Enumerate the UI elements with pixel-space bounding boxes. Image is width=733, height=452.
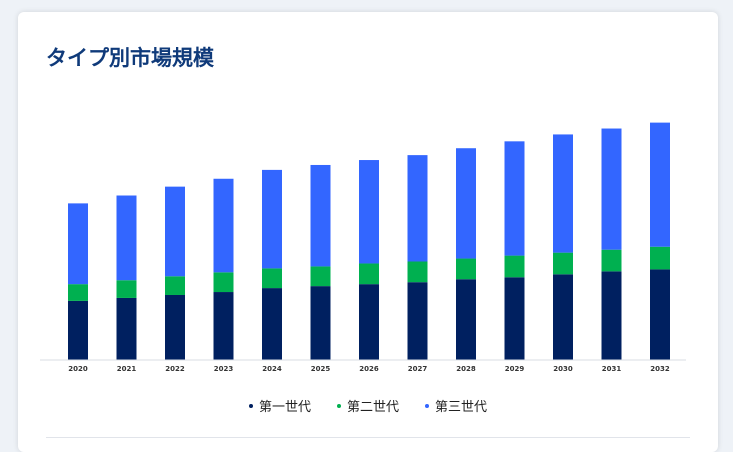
bar-segment-2026-s3[interactable] xyxy=(359,160,379,264)
x-tick-label: 2020 xyxy=(68,365,88,373)
bar-segment-2026-s2[interactable] xyxy=(359,263,379,285)
legend-item-gen1[interactable]: 第一世代 xyxy=(248,396,311,415)
x-tick-label: 2025 xyxy=(311,365,331,373)
legend-item-gen3[interactable]: 第三世代 xyxy=(425,396,487,415)
bar-segment-2022-s1[interactable] xyxy=(165,294,185,360)
bar-segment-2030-s2[interactable] xyxy=(553,252,573,275)
bar-segment-2030-s1[interactable] xyxy=(553,274,573,360)
legend-marker xyxy=(336,403,341,408)
bar-segment-2030-s3[interactable] xyxy=(553,134,573,253)
bar-segment-2027-s2[interactable] xyxy=(407,261,428,283)
legend: 第一世代 第二世代 第三世代 xyxy=(18,396,718,415)
bar-segment-2021-s3[interactable] xyxy=(116,195,137,281)
bar-segment-2029-s2[interactable] xyxy=(504,255,525,278)
x-tick-label: 2029 xyxy=(505,365,525,373)
x-tick-label: 2022 xyxy=(165,365,185,373)
bar-segment-2020-s1[interactable] xyxy=(68,300,88,360)
x-tick-label: 2030 xyxy=(553,365,573,373)
bar-segment-2026-s1[interactable] xyxy=(359,284,379,360)
bar-segment-2022-s2[interactable] xyxy=(165,276,185,295)
x-tick-label: 2027 xyxy=(408,365,428,373)
bar-segment-2025-s3[interactable] xyxy=(310,164,331,267)
x-tick-label: 2028 xyxy=(456,365,476,373)
x-tick-labels: 2020 2021 2022 2023 2024 2025 2026 2027 2028 2029… xyxy=(68,365,670,373)
bar-segment-2027-s3[interactable] xyxy=(407,155,428,262)
bar-chart: 2020 2021 2022 2023 2024 2025 2026 2027 2028 2029… xyxy=(40,122,686,373)
bar-segment-2024-s1[interactable] xyxy=(262,288,282,360)
chart-card: タイプ別市場規模 2020 2021 2022 2023 2024 2025 2026 202… xyxy=(18,12,718,452)
bar-segment-2032-s1[interactable] xyxy=(650,269,670,360)
bar-segment-2025-s1[interactable] xyxy=(310,286,331,360)
bar-segment-2032-s3[interactable] xyxy=(650,122,670,247)
bar-segment-2028-s2[interactable] xyxy=(456,258,476,280)
bar-segment-2023-s3[interactable] xyxy=(213,178,234,273)
bar-segment-2021-s1[interactable] xyxy=(116,297,137,360)
bar-segment-2023-s1[interactable] xyxy=(213,292,234,360)
legend-marker xyxy=(425,403,429,408)
bar-segment-2029-s1[interactable] xyxy=(504,277,525,360)
x-tick-label: 2021 xyxy=(117,365,137,373)
legend-label: 第二世代 xyxy=(346,400,399,415)
bar-segment-2032-s2[interactable] xyxy=(650,246,670,270)
bar-segment-2025-s2[interactable] xyxy=(310,266,331,287)
bar-segment-2031-s2[interactable] xyxy=(601,249,622,272)
bar-segment-2022-s3[interactable] xyxy=(165,186,185,277)
divider xyxy=(46,437,690,438)
chart-title: タイプ別市場規模 xyxy=(46,46,214,70)
bar-segment-2028-s3[interactable] xyxy=(456,148,476,259)
bar-segment-2028-s1[interactable] xyxy=(456,279,476,360)
legend-label: 第一世代 xyxy=(258,400,311,415)
bar-segment-2023-s2[interactable] xyxy=(213,272,234,293)
bar-segment-2029-s3[interactable] xyxy=(504,141,525,256)
x-tick-label: 2024 xyxy=(262,365,282,373)
x-tick-label: 2023 xyxy=(214,365,234,373)
x-tick-label: 2026 xyxy=(359,365,379,373)
bar-segment-2021-s2[interactable] xyxy=(116,280,137,298)
x-tick-label: 2031 xyxy=(602,365,622,373)
bar-segment-2027-s1[interactable] xyxy=(407,282,428,360)
bar-segment-2024-s2[interactable] xyxy=(262,268,282,289)
legend-marker xyxy=(248,403,253,408)
legend-label: 第三世代 xyxy=(435,400,488,415)
bar-segment-2031-s1[interactable] xyxy=(601,271,622,360)
bar-segment-2020-s3[interactable] xyxy=(68,203,88,285)
x-tick-label: 2032 xyxy=(650,365,670,373)
bar-segment-2031-s3[interactable] xyxy=(601,128,622,250)
legend-item-gen2[interactable]: 第二世代 xyxy=(336,396,399,415)
bar-segment-2020-s2[interactable] xyxy=(68,284,88,301)
bars-group xyxy=(68,122,670,360)
bar-segment-2024-s3[interactable] xyxy=(262,169,282,269)
